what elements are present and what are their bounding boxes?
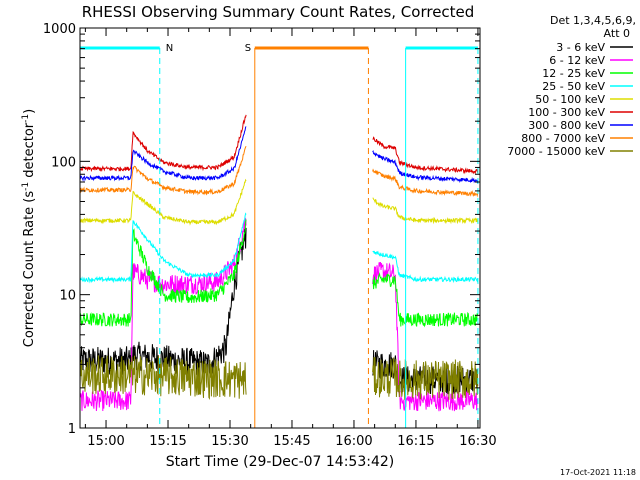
series-line bbox=[372, 272, 479, 328]
y-label-sup: -1 bbox=[21, 114, 31, 123]
y-label-part: detector bbox=[22, 122, 37, 182]
series-line bbox=[79, 212, 247, 284]
y-axis-ticks: 1 10 100 1000 bbox=[43, 22, 480, 437]
series-line bbox=[372, 197, 479, 225]
y-tick-label: 100 bbox=[51, 155, 76, 170]
x-tick-label: 16:30 bbox=[459, 434, 496, 449]
legend-label: 12 - 25 keV bbox=[542, 67, 605, 80]
series-line bbox=[79, 145, 247, 196]
annotation-label: N bbox=[166, 43, 173, 54]
series-line bbox=[79, 114, 247, 173]
x-tick-label: 15:15 bbox=[149, 434, 186, 449]
annotation-label: S bbox=[245, 43, 251, 54]
series-line bbox=[372, 250, 479, 284]
series-layer bbox=[79, 114, 479, 412]
legend-label: 800 - 7000 keV bbox=[521, 132, 605, 145]
series-line bbox=[372, 357, 479, 400]
y-label-sup: -1 bbox=[21, 182, 31, 191]
y-tick-label: 10 bbox=[59, 289, 76, 304]
legend-label: 100 - 300 keV bbox=[528, 106, 605, 119]
plot-frame bbox=[79, 27, 481, 429]
series-line bbox=[372, 168, 479, 198]
legend-label: 3 - 6 keV bbox=[556, 41, 605, 54]
series-line bbox=[79, 355, 247, 401]
series-line bbox=[372, 136, 479, 175]
x-axis-ticks: 15:00 15:15 15:30 15:45 16:00 16:15 16:30 bbox=[84, 28, 497, 449]
y-tick-label: 1 bbox=[68, 422, 76, 437]
x-tick-label: 15:00 bbox=[87, 434, 124, 449]
legend-header: Det 1,3,4,5,6,9, bbox=[550, 14, 636, 27]
y-tick-label: 1000 bbox=[43, 22, 76, 37]
series-line bbox=[79, 219, 247, 327]
y-label-part: Corrected Count Rate (s bbox=[22, 191, 37, 348]
legend-label: 25 - 50 keV bbox=[542, 80, 605, 93]
x-tick-label: 15:30 bbox=[211, 434, 248, 449]
legend-label: 300 - 800 keV bbox=[528, 119, 605, 132]
x-tick-label: 16:15 bbox=[397, 434, 434, 449]
legend-label: 50 - 100 keV bbox=[535, 93, 605, 106]
y-axis-label: Corrected Count Rate (s-1 detector-1) bbox=[21, 109, 37, 347]
series-line bbox=[79, 126, 247, 182]
series-line bbox=[79, 178, 247, 226]
x-tick-label: 16:00 bbox=[335, 434, 372, 449]
footer-timestamp: 17-Oct-2021 11:18 bbox=[560, 468, 636, 477]
x-tick-label: 15:45 bbox=[273, 434, 310, 449]
series-line bbox=[372, 149, 479, 184]
legend-header: Att 0 bbox=[604, 27, 630, 40]
series-line bbox=[372, 262, 479, 412]
chart-title: RHESSI Observing Summary Count Rates, Co… bbox=[82, 3, 475, 21]
series-line bbox=[79, 227, 247, 377]
y-label-part: ) bbox=[22, 109, 37, 114]
legend-label: 6 - 12 keV bbox=[549, 54, 605, 67]
x-axis-label: Start Time (29-Dec-07 14:53:42) bbox=[166, 454, 394, 470]
legend-label: 7000 - 15000 keV bbox=[507, 145, 605, 158]
